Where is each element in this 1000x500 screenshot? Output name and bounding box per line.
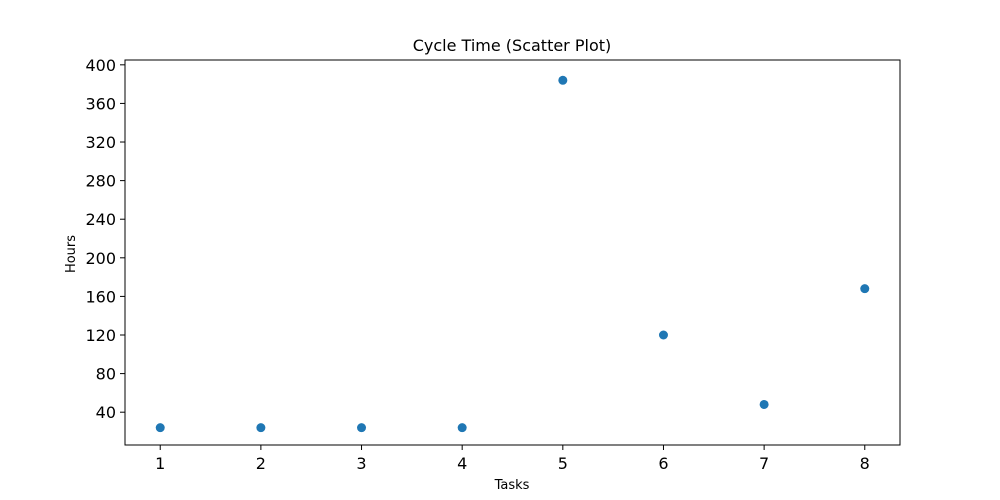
y-tick-label: 400 — [85, 56, 116, 75]
y-axis: 40 80 120 160 200 240 280 320 360 400 — [85, 56, 125, 422]
x-tick-label: 4 — [457, 454, 467, 473]
x-tick-label: 2 — [256, 454, 266, 473]
data-point — [256, 423, 266, 433]
y-tick-label: 160 — [85, 287, 116, 306]
data-point — [658, 330, 668, 340]
x-axis: 1 2 3 4 5 6 7 8 — [155, 445, 870, 473]
x-tick-label: 8 — [860, 454, 870, 473]
data-point — [558, 75, 568, 85]
data-point — [457, 423, 467, 433]
y-tick-label: 80 — [96, 365, 116, 384]
y-tick-label: 120 — [85, 326, 116, 345]
y-tick-label: 320 — [85, 133, 116, 152]
y-tick-label: 200 — [85, 249, 116, 268]
chart-title: Cycle Time (Scatter Plot) — [413, 36, 612, 55]
x-tick-label: 5 — [558, 454, 568, 473]
data-point — [860, 284, 870, 294]
x-tick-label: 3 — [356, 454, 366, 473]
plot-area-frame — [124, 59, 901, 446]
data-point — [155, 423, 165, 433]
x-tick-label: 1 — [155, 454, 165, 473]
y-tick-label: 240 — [85, 210, 116, 229]
y-tick-label: 360 — [85, 94, 116, 113]
x-axis-label: Tasks — [494, 478, 530, 493]
data-point — [759, 399, 769, 409]
y-tick-label: 40 — [96, 403, 116, 422]
x-tick-label: 6 — [658, 454, 668, 473]
x-tick-label: 7 — [759, 454, 769, 473]
data-point — [357, 423, 367, 433]
data-points — [155, 75, 870, 433]
y-tick-label: 280 — [85, 172, 116, 191]
y-axis-label: Hours — [64, 235, 79, 273]
